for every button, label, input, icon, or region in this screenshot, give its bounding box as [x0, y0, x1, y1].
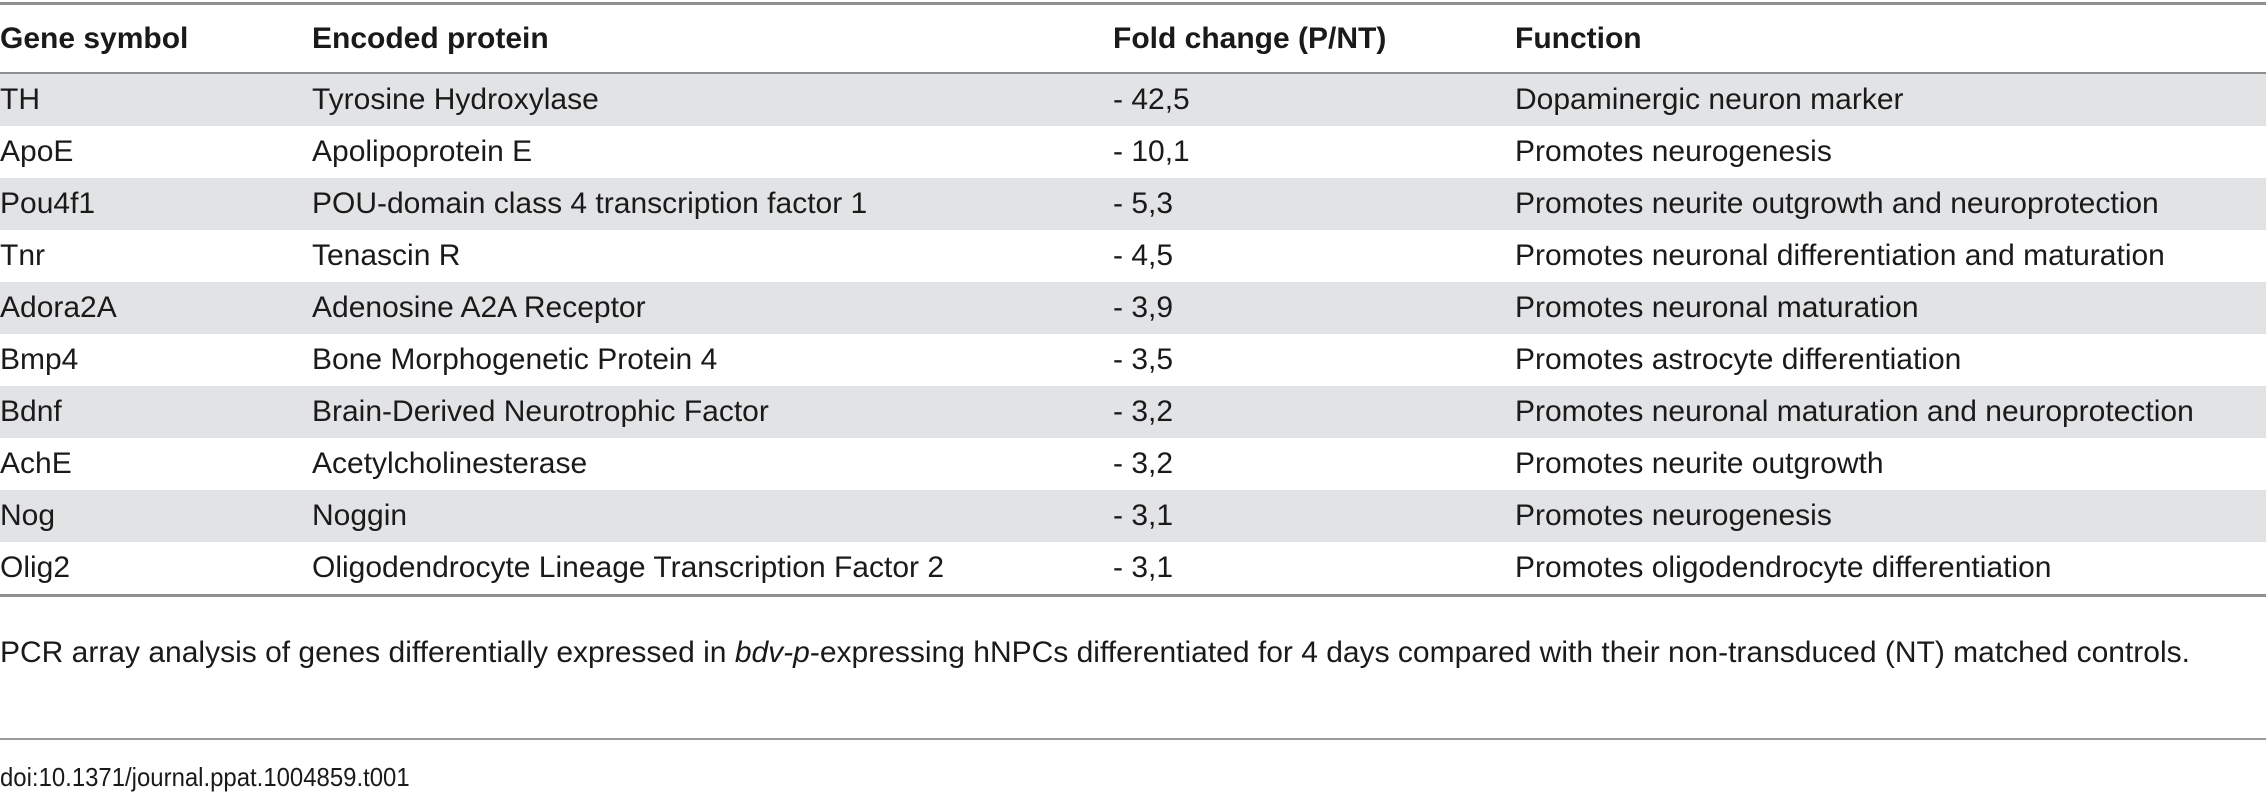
- fold-change-cell: - 3,1: [1113, 551, 1174, 584]
- table-row: Pou4f1 POU-domain class 4 transcription …: [0, 178, 2266, 230]
- table-row: Tnr Tenascin R - 4,5 Promotes neuronal d…: [0, 230, 2266, 282]
- fold-change-cell: - 5,3: [1113, 187, 1174, 220]
- table-row: Bmp4 Bone Morphogenetic Protein 4 - 3,5 …: [0, 334, 2266, 386]
- fold-change-cell: - 3,5: [1113, 343, 1174, 376]
- table-row: Olig2 Oligodendrocyte Lineage Transcript…: [0, 542, 2266, 594]
- table-body: TH Tyrosine Hydroxylase - 42,5 Dopaminer…: [0, 74, 2266, 594]
- header-function: Function: [1515, 21, 1642, 55]
- gene-symbol-cell: AchE: [0, 447, 72, 480]
- function-cell: Promotes neuronal maturation and neuropr…: [1515, 395, 2194, 428]
- function-cell: Promotes astrocyte differentiation: [1515, 343, 1962, 376]
- gene-symbol-cell: ApoE: [0, 135, 74, 168]
- gene-symbol-cell: TH: [0, 83, 40, 116]
- function-cell: Promotes oligodendrocyte differentiation: [1515, 551, 2052, 584]
- table-row: Bdnf Brain-Derived Neurotrophic Factor -…: [0, 386, 2266, 438]
- encoded-protein-cell: Apolipoprotein E: [312, 135, 533, 168]
- function-cell: Promotes neuronal differentiation and ma…: [1515, 239, 2165, 272]
- encoded-protein-cell: POU-domain class 4 transcription factor …: [312, 187, 868, 220]
- encoded-protein-cell: Tyrosine Hydroxylase: [312, 83, 599, 116]
- function-cell: Promotes neuronal maturation: [1515, 291, 1919, 324]
- header-gene-symbol: Gene symbol: [0, 21, 189, 55]
- gene-symbol-cell: Tnr: [0, 239, 45, 272]
- table-row: TH Tyrosine Hydroxylase - 42,5 Dopaminer…: [0, 74, 2266, 126]
- encoded-protein-cell: Noggin: [312, 499, 408, 532]
- function-cell: Promotes neurite outgrowth and neuroprot…: [1515, 187, 2159, 220]
- table-row: ApoE Apolipoprotein E - 10,1 Promotes ne…: [0, 126, 2266, 178]
- fold-change-cell: - 4,5: [1113, 239, 1174, 272]
- encoded-protein-cell: Brain-Derived Neurotrophic Factor: [312, 395, 769, 428]
- function-cell: Promotes neurogenesis: [1515, 135, 1832, 168]
- gene-symbol-cell: Olig2: [0, 551, 71, 584]
- header-rule: [0, 72, 2266, 74]
- function-cell: Dopaminergic neuron marker: [1515, 83, 1904, 116]
- table-header-row: Gene symbol Encoded protein Fold change …: [0, 5, 2266, 72]
- header-encoded-protein: Encoded protein: [312, 21, 549, 55]
- fold-change-cell: - 3,2: [1113, 395, 1174, 428]
- function-cell: Promotes neurogenesis: [1515, 499, 1832, 532]
- table-row: Nog Noggin - 3,1 Promotes neurogenesis: [0, 490, 2266, 542]
- encoded-protein-cell: Oligodendrocyte Lineage Transcription Fa…: [312, 551, 945, 584]
- fold-change-cell: - 3,1: [1113, 499, 1174, 532]
- encoded-protein-cell: Adenosine A2A Receptor: [312, 291, 646, 324]
- caption-text-end: -expressing hNPCs differentiated for 4 d…: [809, 636, 2190, 669]
- caption-rule: [0, 738, 2266, 740]
- caption-text-start: PCR array analysis of genes differential…: [0, 636, 735, 669]
- gene-symbol-cell: Nog: [0, 499, 56, 532]
- gene-symbol-cell: Bmp4: [0, 343, 79, 376]
- gene-symbol-cell: Pou4f1: [0, 187, 96, 220]
- fold-change-cell: - 42,5: [1113, 83, 1190, 116]
- gene-symbol-cell: Bdnf: [0, 395, 62, 428]
- fold-change-cell: - 3,9: [1113, 291, 1174, 324]
- caption-gene-italic: bdv-p: [734, 636, 810, 669]
- function-cell: Promotes neurite outgrowth: [1515, 447, 1884, 480]
- doi-link[interactable]: doi:10.1371/journal.ppat.1004859.t001: [0, 762, 410, 792]
- gene-symbol-cell: Adora2A: [0, 291, 117, 324]
- encoded-protein-cell: Tenascin R: [312, 239, 461, 272]
- table-row: Adora2A Adenosine A2A Receptor - 3,9 Pro…: [0, 282, 2266, 334]
- fold-change-cell: - 3,2: [1113, 447, 1174, 480]
- table-top-rule: [0, 2, 2266, 5]
- encoded-protein-cell: Bone Morphogenetic Protein 4: [312, 343, 718, 376]
- header-fold-change: Fold change (P/NT): [1113, 21, 1387, 55]
- fold-change-cell: - 10,1: [1113, 135, 1190, 168]
- table-bottom-rule: [0, 594, 2266, 597]
- table-row: AchE Acetylcholinesterase - 3,2 Promotes…: [0, 438, 2266, 490]
- table-caption: PCR array analysis of genes differential…: [0, 630, 2230, 676]
- encoded-protein-cell: Acetylcholinesterase: [312, 447, 588, 480]
